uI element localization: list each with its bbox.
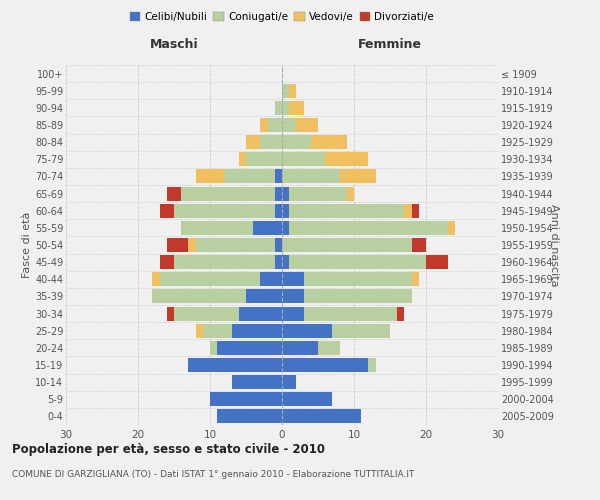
Bar bbox=[404, 204, 412, 218]
Bar bbox=[282, 375, 296, 389]
Bar bbox=[275, 255, 282, 269]
Bar bbox=[160, 255, 174, 269]
Bar bbox=[368, 358, 376, 372]
Bar bbox=[246, 135, 260, 149]
Y-axis label: Anni di nascita: Anni di nascita bbox=[549, 204, 559, 286]
Bar bbox=[412, 272, 419, 286]
Bar bbox=[181, 186, 275, 200]
Bar bbox=[275, 101, 282, 115]
Bar bbox=[224, 170, 275, 183]
Bar bbox=[289, 221, 448, 235]
Bar bbox=[289, 204, 404, 218]
Bar bbox=[282, 290, 304, 304]
Bar bbox=[412, 238, 426, 252]
Bar bbox=[282, 118, 296, 132]
Bar bbox=[167, 238, 188, 252]
Bar bbox=[282, 306, 304, 320]
Bar bbox=[397, 306, 404, 320]
Bar bbox=[268, 118, 282, 132]
Bar bbox=[217, 341, 282, 355]
Bar bbox=[260, 135, 282, 149]
Bar bbox=[289, 186, 347, 200]
Bar bbox=[260, 272, 282, 286]
Bar bbox=[196, 238, 275, 252]
Bar bbox=[426, 255, 448, 269]
Bar bbox=[253, 221, 282, 235]
Bar bbox=[152, 290, 246, 304]
Bar bbox=[347, 186, 354, 200]
Bar bbox=[304, 290, 412, 304]
Text: Femmine: Femmine bbox=[358, 38, 422, 52]
Bar bbox=[282, 135, 311, 149]
Bar bbox=[282, 341, 318, 355]
Text: Popolazione per età, sesso e stato civile - 2010: Popolazione per età, sesso e stato civil… bbox=[12, 442, 325, 456]
Bar bbox=[282, 410, 361, 424]
Bar bbox=[246, 152, 282, 166]
Bar bbox=[152, 272, 160, 286]
Bar bbox=[239, 306, 282, 320]
Bar bbox=[412, 204, 419, 218]
Bar bbox=[239, 152, 246, 166]
Bar bbox=[188, 238, 196, 252]
Bar bbox=[289, 84, 296, 98]
Bar bbox=[282, 324, 332, 338]
Text: Maschi: Maschi bbox=[149, 38, 199, 52]
Bar bbox=[282, 186, 289, 200]
Bar bbox=[275, 204, 282, 218]
Bar bbox=[282, 238, 412, 252]
Bar bbox=[448, 221, 455, 235]
Bar bbox=[318, 341, 340, 355]
Bar bbox=[210, 392, 282, 406]
Bar bbox=[275, 186, 282, 200]
Y-axis label: Fasce di età: Fasce di età bbox=[22, 212, 32, 278]
Bar bbox=[304, 272, 412, 286]
Bar bbox=[282, 272, 304, 286]
Bar bbox=[282, 152, 325, 166]
Text: COMUNE DI GARZIGLIANA (TO) - Dati ISTAT 1° gennaio 2010 - Elaborazione TUTTITALI: COMUNE DI GARZIGLIANA (TO) - Dati ISTAT … bbox=[12, 470, 415, 479]
Bar bbox=[160, 204, 174, 218]
Bar bbox=[174, 306, 239, 320]
Bar bbox=[188, 358, 282, 372]
Bar bbox=[174, 204, 275, 218]
Bar bbox=[196, 170, 224, 183]
Bar bbox=[275, 238, 282, 252]
Bar bbox=[282, 358, 368, 372]
Bar bbox=[289, 101, 304, 115]
Bar bbox=[282, 84, 289, 98]
Bar bbox=[340, 170, 376, 183]
Bar bbox=[203, 324, 232, 338]
Bar bbox=[167, 306, 174, 320]
Bar bbox=[167, 186, 181, 200]
Bar bbox=[181, 221, 253, 235]
Bar bbox=[275, 170, 282, 183]
Bar bbox=[282, 221, 289, 235]
Bar bbox=[296, 118, 318, 132]
Bar bbox=[282, 392, 332, 406]
Bar bbox=[289, 255, 426, 269]
Bar bbox=[174, 255, 275, 269]
Bar bbox=[332, 324, 390, 338]
Legend: Celibi/Nubili, Coniugati/e, Vedovi/e, Divorziati/e: Celibi/Nubili, Coniugati/e, Vedovi/e, Di… bbox=[125, 8, 439, 26]
Bar bbox=[160, 272, 260, 286]
Bar bbox=[232, 324, 282, 338]
Bar bbox=[196, 324, 203, 338]
Bar bbox=[282, 255, 289, 269]
Bar bbox=[282, 101, 289, 115]
Bar bbox=[217, 410, 282, 424]
Bar bbox=[282, 170, 340, 183]
Bar bbox=[311, 135, 347, 149]
Bar bbox=[232, 375, 282, 389]
Bar bbox=[282, 204, 289, 218]
Bar bbox=[246, 290, 282, 304]
Bar bbox=[210, 341, 217, 355]
Bar bbox=[325, 152, 368, 166]
Bar bbox=[304, 306, 397, 320]
Bar bbox=[260, 118, 268, 132]
